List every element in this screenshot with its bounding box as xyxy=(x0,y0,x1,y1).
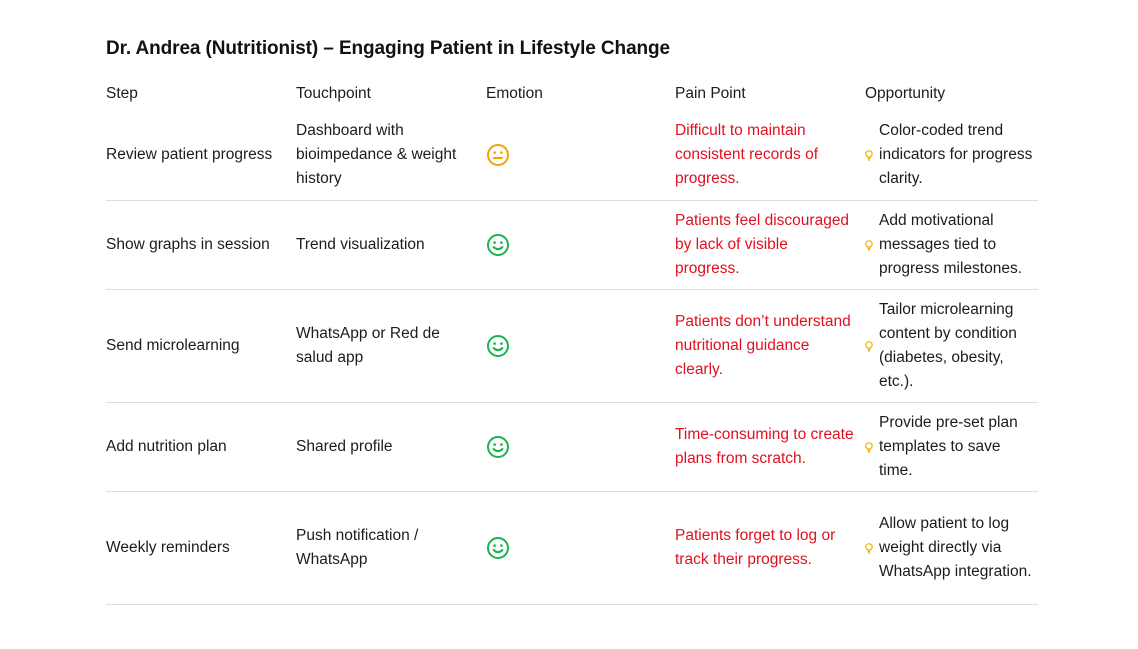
touchpoint-cell: Dashboard with bioimpedance & weight his… xyxy=(296,122,457,187)
step-cell: Show graphs in session xyxy=(106,236,270,253)
emotion-cell xyxy=(486,435,675,459)
header-touchpoint: Touchpoint xyxy=(296,85,371,102)
smiling-face-icon xyxy=(487,335,509,357)
lightbulb-icon xyxy=(865,441,879,453)
opportunity-text: Tailor microlearning content by conditio… xyxy=(879,301,1017,390)
pain-point-cell: Difficult to maintain consistent records… xyxy=(675,122,819,187)
smiling-face-icon xyxy=(487,537,509,559)
smiling-face-icon xyxy=(487,234,509,256)
opportunity-text: Color-coded trend indicators for progres… xyxy=(879,122,1033,187)
table-row: Weekly reminders Push notification / Wha… xyxy=(106,492,1038,605)
touchpoint-cell: Trend visualization xyxy=(296,236,425,253)
pain-point-cell: Patients don’t understand nutritional gu… xyxy=(675,313,851,378)
opportunity-cell: Tailor microlearning content by conditio… xyxy=(865,298,1038,394)
lightbulb-icon xyxy=(865,239,879,251)
header-pain-point: Pain Point xyxy=(675,85,746,102)
emotion-cell xyxy=(486,143,675,167)
table-row: Add nutrition plan Shared profile Time-c… xyxy=(106,403,1038,492)
touchpoint-cell: WhatsApp or Red de salud app xyxy=(296,325,440,366)
step-cell: Review patient progress xyxy=(106,146,273,163)
table-row: Show graphs in session Trend visualizati… xyxy=(106,201,1038,290)
lightbulb-icon xyxy=(865,340,879,352)
opportunity-cell: Add motivational messages tied to progre… xyxy=(865,209,1038,281)
smiling-face-icon xyxy=(487,436,509,458)
emotion-cell xyxy=(486,233,675,257)
journey-table: Step Touchpoint Emotion Pain Point Oppor… xyxy=(106,78,1038,605)
touchpoint-cell: Shared profile xyxy=(296,438,393,455)
opportunity-cell: Provide pre-set plan templates to save t… xyxy=(865,411,1038,483)
page-title: Dr. Andrea (Nutritionist) – Engaging Pat… xyxy=(106,38,671,59)
header-step: Step xyxy=(106,85,138,102)
header-opportunity: Opportunity xyxy=(865,85,946,102)
opportunity-text: Add motivational messages tied to progre… xyxy=(879,212,1023,277)
opportunity-cell: Color-coded trend indicators for progres… xyxy=(865,119,1038,191)
emotion-cell xyxy=(486,334,675,358)
lightbulb-icon xyxy=(865,542,879,554)
neutral-face-icon xyxy=(487,144,509,166)
lightbulb-icon xyxy=(865,149,879,161)
emotion-cell xyxy=(486,536,675,560)
opportunity-cell: Allow patient to log weight directly via… xyxy=(865,512,1038,584)
step-cell: Add nutrition plan xyxy=(106,438,227,455)
pain-point-cell: Time-consuming to create plans from scra… xyxy=(675,426,854,467)
step-cell: Send microlearning xyxy=(106,337,240,354)
step-cell: Weekly reminders xyxy=(106,539,230,556)
pain-point-cell: Patients forget to log or track their pr… xyxy=(675,527,836,568)
header-emotion: Emotion xyxy=(486,85,543,102)
opportunity-text: Allow patient to log weight directly via… xyxy=(879,515,1032,580)
table-row: Review patient progress Dashboard with b… xyxy=(106,110,1038,201)
table-row: Send microlearning WhatsApp or Red de sa… xyxy=(106,290,1038,403)
pain-point-cell: Patients feel discouraged by lack of vis… xyxy=(675,212,850,277)
touchpoint-cell: Push notification / WhatsApp xyxy=(296,527,419,568)
table-header: Step Touchpoint Emotion Pain Point Oppor… xyxy=(106,78,1038,110)
opportunity-text: Provide pre-set plan templates to save t… xyxy=(879,414,1018,479)
